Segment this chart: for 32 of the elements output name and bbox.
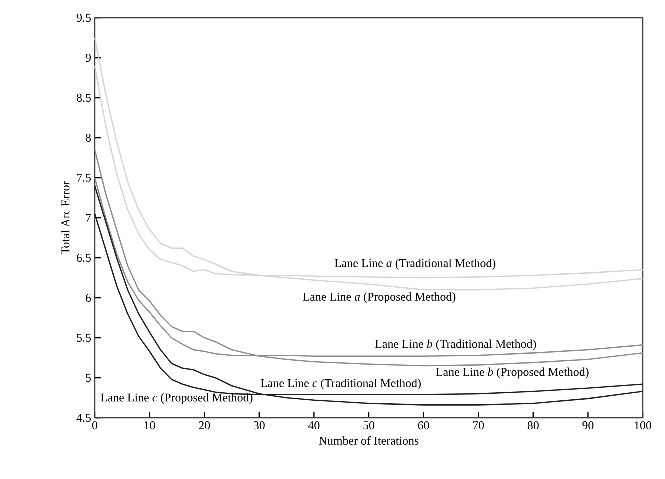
y-tick-label: 7 [86,214,92,222]
x-tick-label: 90 [582,422,594,430]
x-tick-label: 100 [635,422,652,430]
x-tick-label: 10 [144,422,156,430]
x-tick-label: 30 [254,422,265,430]
y-tick-label: 8.5 [76,94,92,102]
series-label: Lane Line c (Traditional Method) [260,378,421,390]
y-tick-label: 8 [86,134,92,142]
x-tick-label: 50 [364,422,375,430]
x-tick-label: 70 [473,422,484,430]
x-tick-label: 40 [308,422,320,430]
y-tick-label: 9 [86,54,91,62]
series-label: Lane Line a (Traditional Method) [334,258,496,270]
y-axis-title: Total Arc Error [61,181,70,255]
y-tick-label: 5.5 [77,334,92,342]
y-tick-label: 7.5 [77,174,92,182]
x-axis-title: Number of Iterations [319,436,419,445]
line-series [94,37,644,291]
y-tick-label: 6.5 [77,254,92,262]
x-tick-label: 60 [418,422,430,430]
series-label: Lane Line a (Proposed Method) [303,292,456,304]
line-series [94,149,644,367]
y-tick-label: 5 [86,374,92,382]
series-label: Lane Line c (Proposed Method) [100,393,253,404]
y-tick-label: 4.5 [76,414,92,422]
x-tick-label: 0 [92,422,98,430]
y-tick-label: 6 [86,294,92,302]
series-label: Lane Line b (Traditional Method) [375,340,536,351]
x-tick-label: 20 [199,422,210,430]
series-label: Lane Line b (Proposed Method) [436,368,589,379]
y-tick-label: 9.5 [76,14,92,22]
x-tick-label: 80 [528,422,539,430]
